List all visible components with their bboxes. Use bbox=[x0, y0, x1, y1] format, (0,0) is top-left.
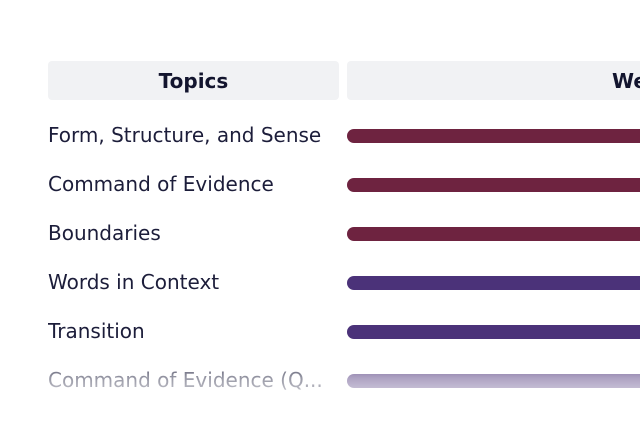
topic-label: Form, Structure, and Sense bbox=[48, 123, 322, 147]
table-row: Command of Evidence (Q... bbox=[0, 365, 640, 395]
topic-label: Transition bbox=[48, 319, 145, 343]
weight-bar bbox=[347, 325, 640, 339]
table-row: Boundaries bbox=[0, 218, 640, 248]
weight-bar bbox=[347, 129, 640, 143]
topic-label: Command of Evidence (Q... bbox=[48, 368, 323, 392]
weight-column-header: We bbox=[347, 61, 640, 100]
topics-column-header: Topics bbox=[48, 61, 339, 100]
topic-label: Command of Evidence bbox=[48, 172, 274, 196]
table-row: Words in Context bbox=[0, 267, 640, 297]
topic-label: Words in Context bbox=[48, 270, 220, 294]
weight-bar bbox=[347, 227, 640, 241]
table-row: Transition bbox=[0, 316, 640, 346]
table-row: Command of Evidence bbox=[0, 169, 640, 199]
table-row: Form, Structure, and Sense bbox=[0, 120, 640, 150]
weight-bar bbox=[347, 374, 640, 388]
weight-bar bbox=[347, 178, 640, 192]
weight-bar bbox=[347, 276, 640, 290]
topic-label: Boundaries bbox=[48, 221, 161, 245]
